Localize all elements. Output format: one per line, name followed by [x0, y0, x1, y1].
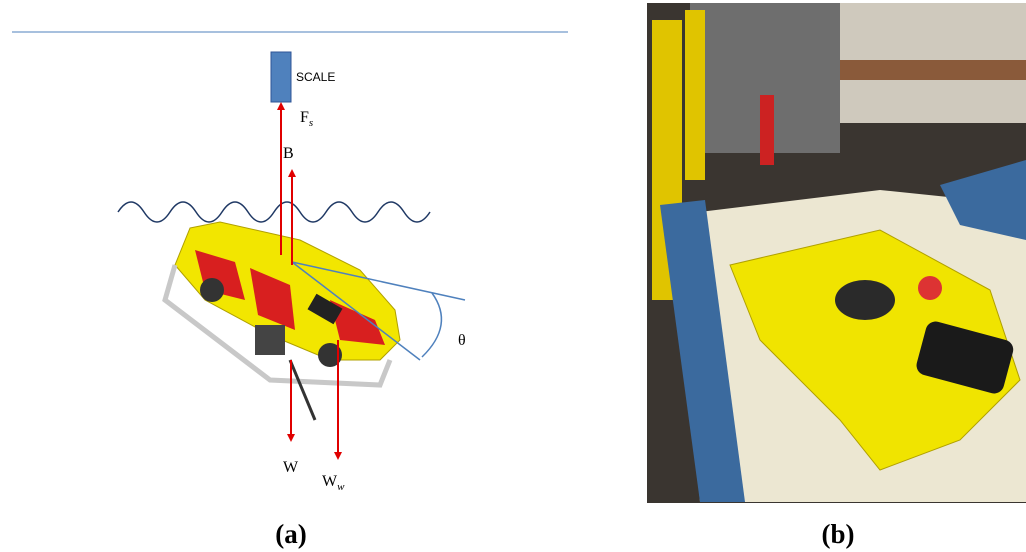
- force-scale-main: F: [300, 109, 309, 126]
- panel-a: SCALE Fs θ B W Ww (a): [12, 32, 568, 549]
- angle-arc: [422, 293, 441, 357]
- figure: SCALE Fs θ B W Ww (a): [0, 0, 1026, 552]
- scale-box: [271, 52, 291, 102]
- panel-b: (b): [647, 3, 1026, 549]
- wave: [118, 202, 430, 222]
- force-scale-sub: s: [309, 117, 313, 129]
- rov-illustration: [165, 222, 400, 420]
- caption-a: (a): [275, 519, 306, 549]
- weight-water-sub: w: [337, 481, 345, 493]
- weight-water-main: W: [322, 473, 338, 490]
- weight-label: W: [283, 459, 299, 476]
- angle-label: θ: [458, 332, 466, 349]
- weight-water-label: Ww: [322, 473, 345, 493]
- force-scale-label: Fs: [300, 109, 313, 129]
- buoyancy-label: B: [283, 145, 294, 162]
- caption-b: (b): [822, 519, 855, 549]
- scale-label: SCALE: [296, 70, 335, 84]
